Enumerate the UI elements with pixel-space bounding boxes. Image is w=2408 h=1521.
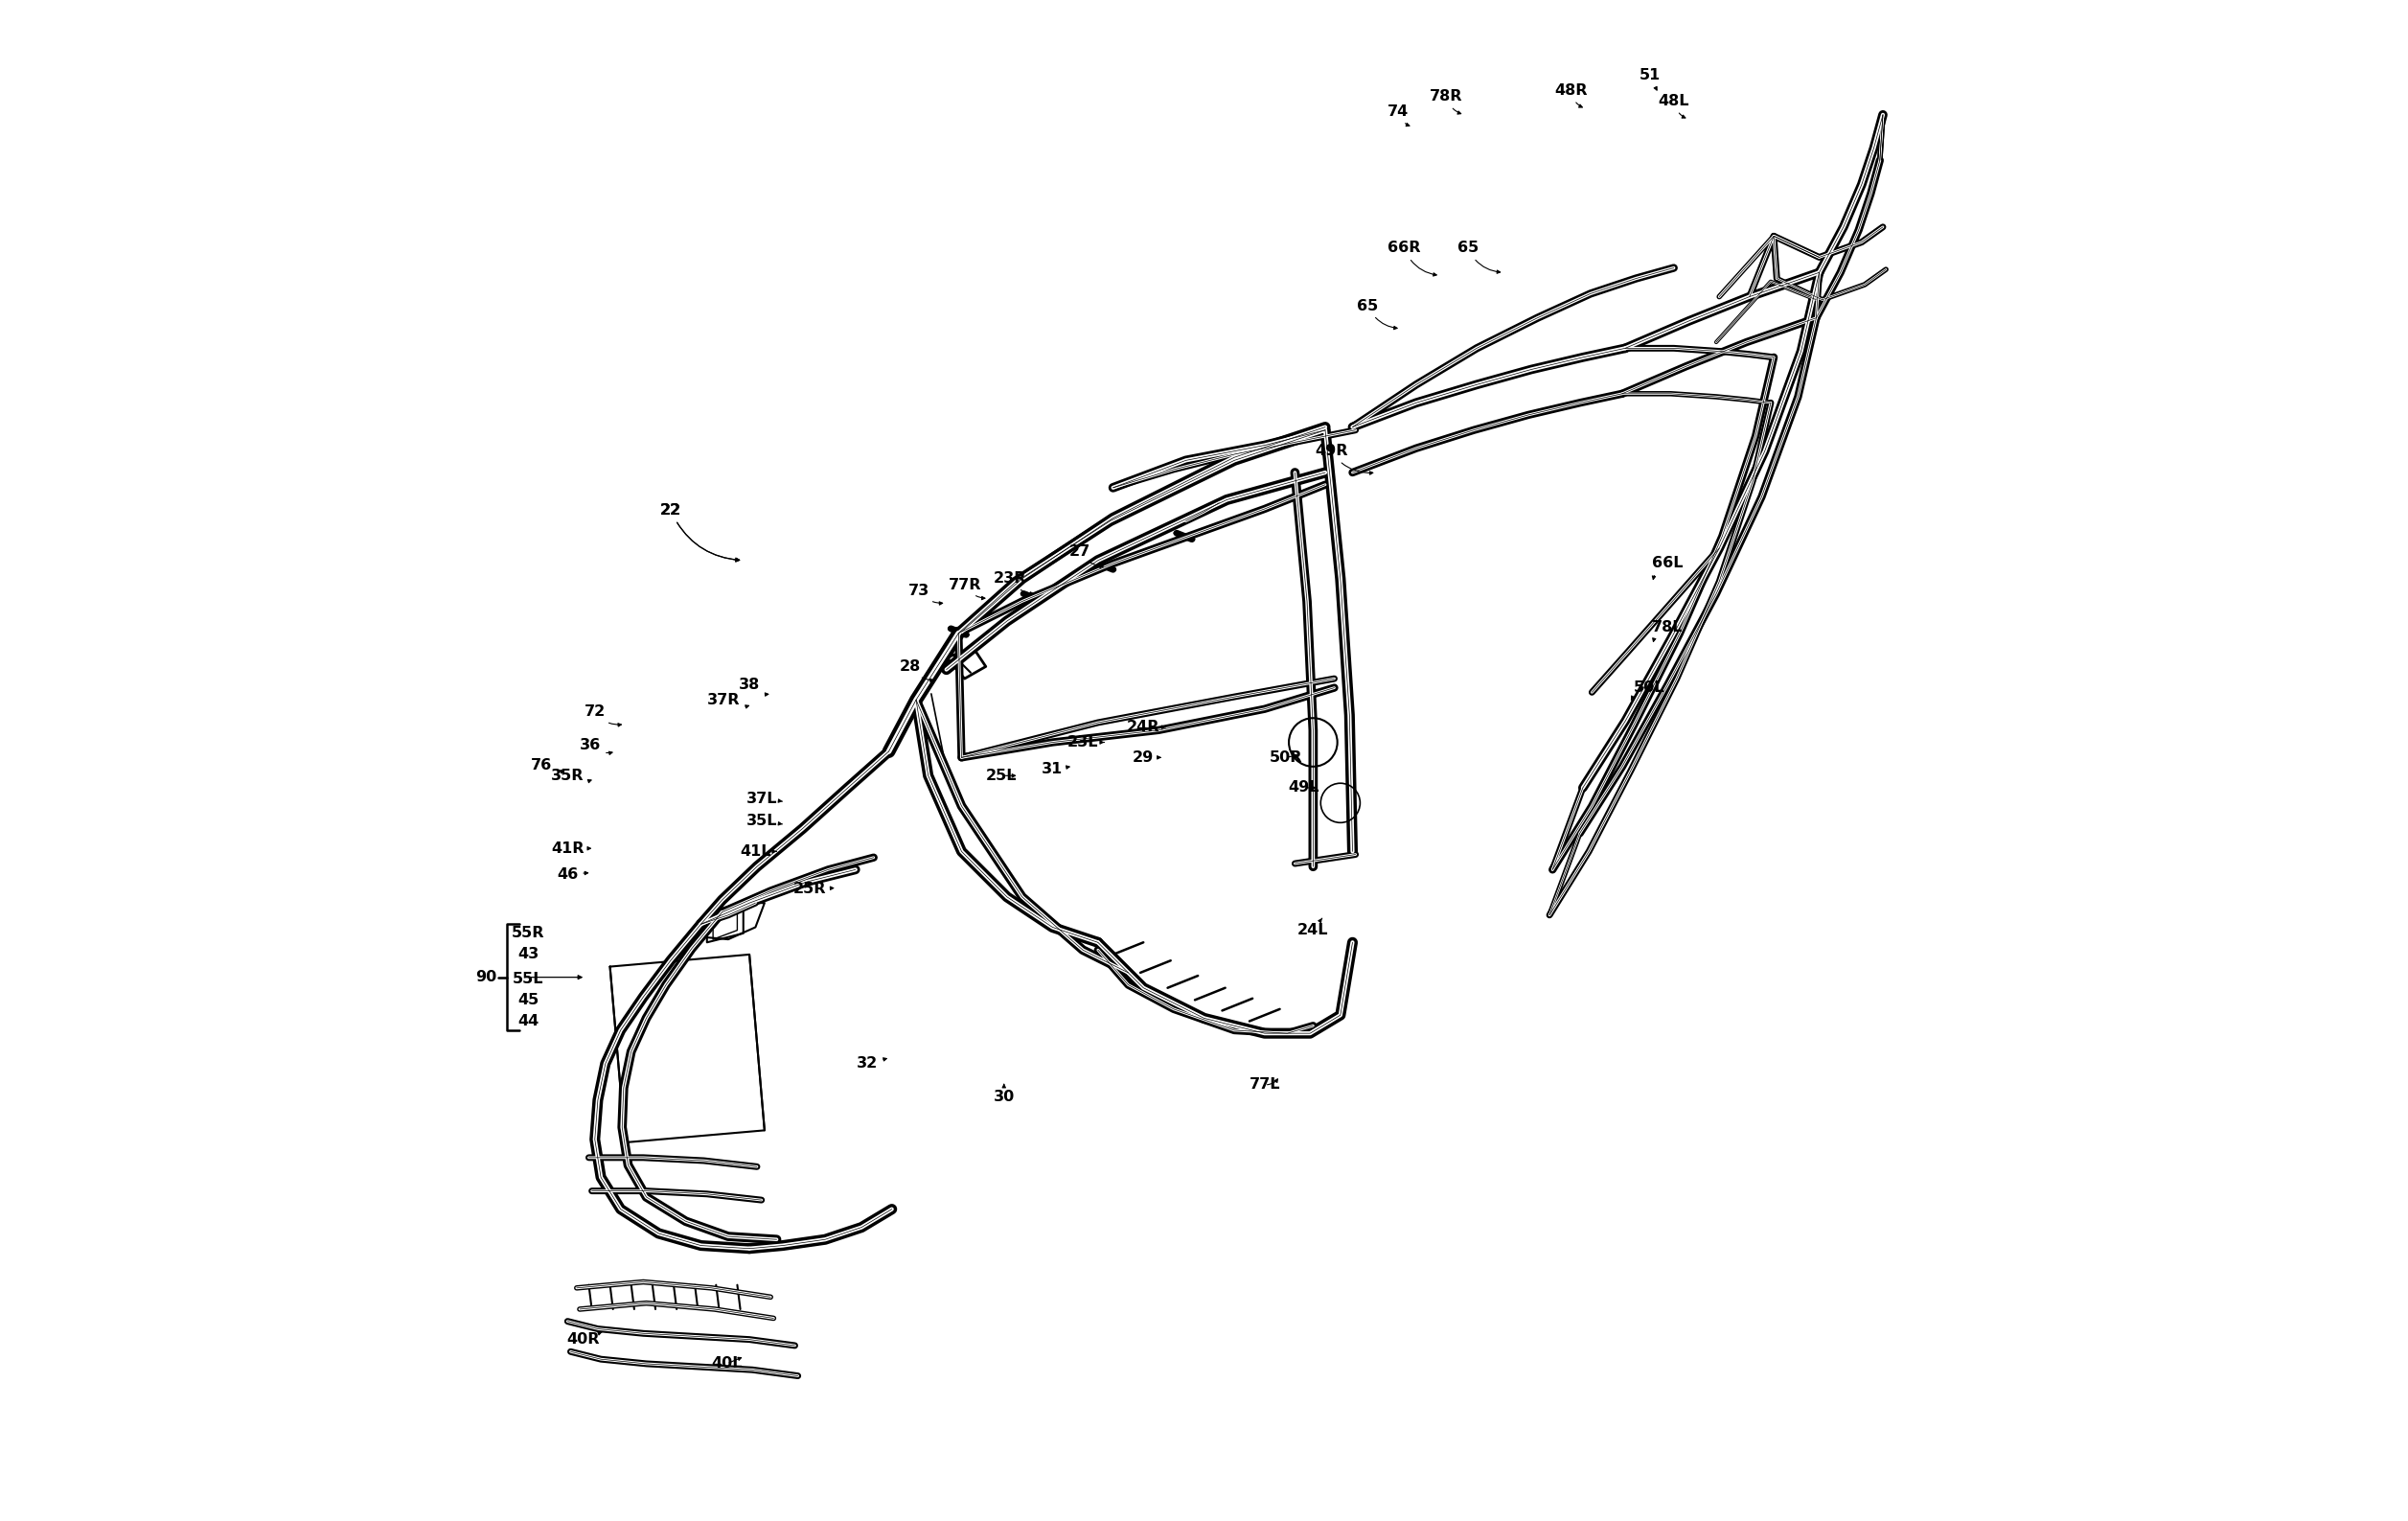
Text: 73: 73	[908, 584, 942, 605]
Text: 35L: 35L	[746, 814, 783, 829]
Text: 46: 46	[556, 867, 588, 881]
Text: 77L: 77L	[1250, 1078, 1281, 1092]
Text: 90: 90	[474, 970, 496, 984]
Text: 66R: 66R	[1387, 240, 1438, 277]
Text: 23L: 23L	[1067, 735, 1103, 750]
Text: 55L: 55L	[513, 972, 544, 986]
Text: 22: 22	[660, 503, 739, 561]
Text: 45: 45	[518, 993, 539, 1007]
Text: 31: 31	[1043, 762, 1069, 777]
Text: 25R: 25R	[795, 882, 833, 896]
Text: 24R: 24R	[1127, 719, 1165, 735]
Text: 25L: 25L	[985, 768, 1016, 783]
Text: 27: 27	[1069, 545, 1103, 567]
Text: 49L: 49L	[1288, 780, 1320, 795]
Text: 43: 43	[518, 948, 539, 961]
Text: 41R: 41R	[551, 841, 590, 856]
Text: 48L: 48L	[1659, 94, 1690, 119]
Text: 24L: 24L	[1298, 919, 1329, 937]
Text: 40L: 40L	[710, 1357, 742, 1370]
Text: 44: 44	[518, 1015, 539, 1028]
Text: 37R: 37R	[708, 692, 749, 709]
Text: 65: 65	[1358, 298, 1397, 330]
Text: 76: 76	[532, 757, 563, 773]
Text: 35R: 35R	[551, 768, 592, 783]
Text: 51: 51	[1640, 68, 1659, 90]
Text: 74: 74	[1387, 105, 1409, 126]
Text: 36: 36	[580, 738, 612, 754]
Text: 65: 65	[1457, 240, 1500, 274]
Text: 66L: 66L	[1652, 557, 1683, 580]
Text: 30: 30	[995, 1084, 1014, 1104]
Text: 29: 29	[1132, 750, 1161, 765]
Text: 49R: 49R	[1315, 444, 1373, 475]
Text: 50L: 50L	[1630, 680, 1664, 700]
Text: 48R: 48R	[1553, 84, 1587, 108]
Text: 78R: 78R	[1430, 90, 1464, 114]
Text: 72: 72	[585, 704, 621, 727]
Text: 28: 28	[898, 659, 934, 681]
Text: 38: 38	[739, 677, 768, 697]
Text: 22: 22	[660, 503, 739, 561]
Text: 23R: 23R	[995, 572, 1033, 595]
Text: 37L: 37L	[746, 791, 783, 806]
Text: 55R: 55R	[510, 926, 544, 940]
Text: 50R: 50R	[1269, 750, 1303, 765]
Text: 32: 32	[857, 1057, 886, 1071]
Text: 41L: 41L	[739, 844, 775, 859]
Text: 78L: 78L	[1652, 621, 1683, 642]
Text: 40R: 40R	[566, 1332, 602, 1346]
Text: 77R: 77R	[949, 578, 985, 599]
